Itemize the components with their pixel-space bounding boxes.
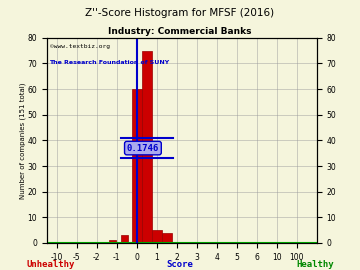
Text: 0.1746: 0.1746: [127, 144, 159, 153]
Text: Z''-Score Histogram for MFSF (2016): Z''-Score Histogram for MFSF (2016): [85, 8, 275, 18]
Text: Unhealthy: Unhealthy: [26, 260, 75, 269]
Bar: [109, 241, 116, 243]
Bar: [152, 230, 162, 243]
Text: Score: Score: [167, 260, 193, 269]
Text: ©www.textbiz.org: ©www.textbiz.org: [50, 44, 109, 49]
Text: The Research Foundation of SUNY: The Research Foundation of SUNY: [50, 60, 170, 65]
Y-axis label: Number of companies (151 total): Number of companies (151 total): [19, 82, 26, 199]
Text: Industry: Commercial Banks: Industry: Commercial Banks: [108, 27, 252, 36]
Bar: [121, 235, 128, 243]
Bar: [162, 233, 172, 243]
Bar: [142, 51, 152, 243]
Bar: [132, 89, 142, 243]
Text: Healthy: Healthy: [296, 260, 334, 269]
